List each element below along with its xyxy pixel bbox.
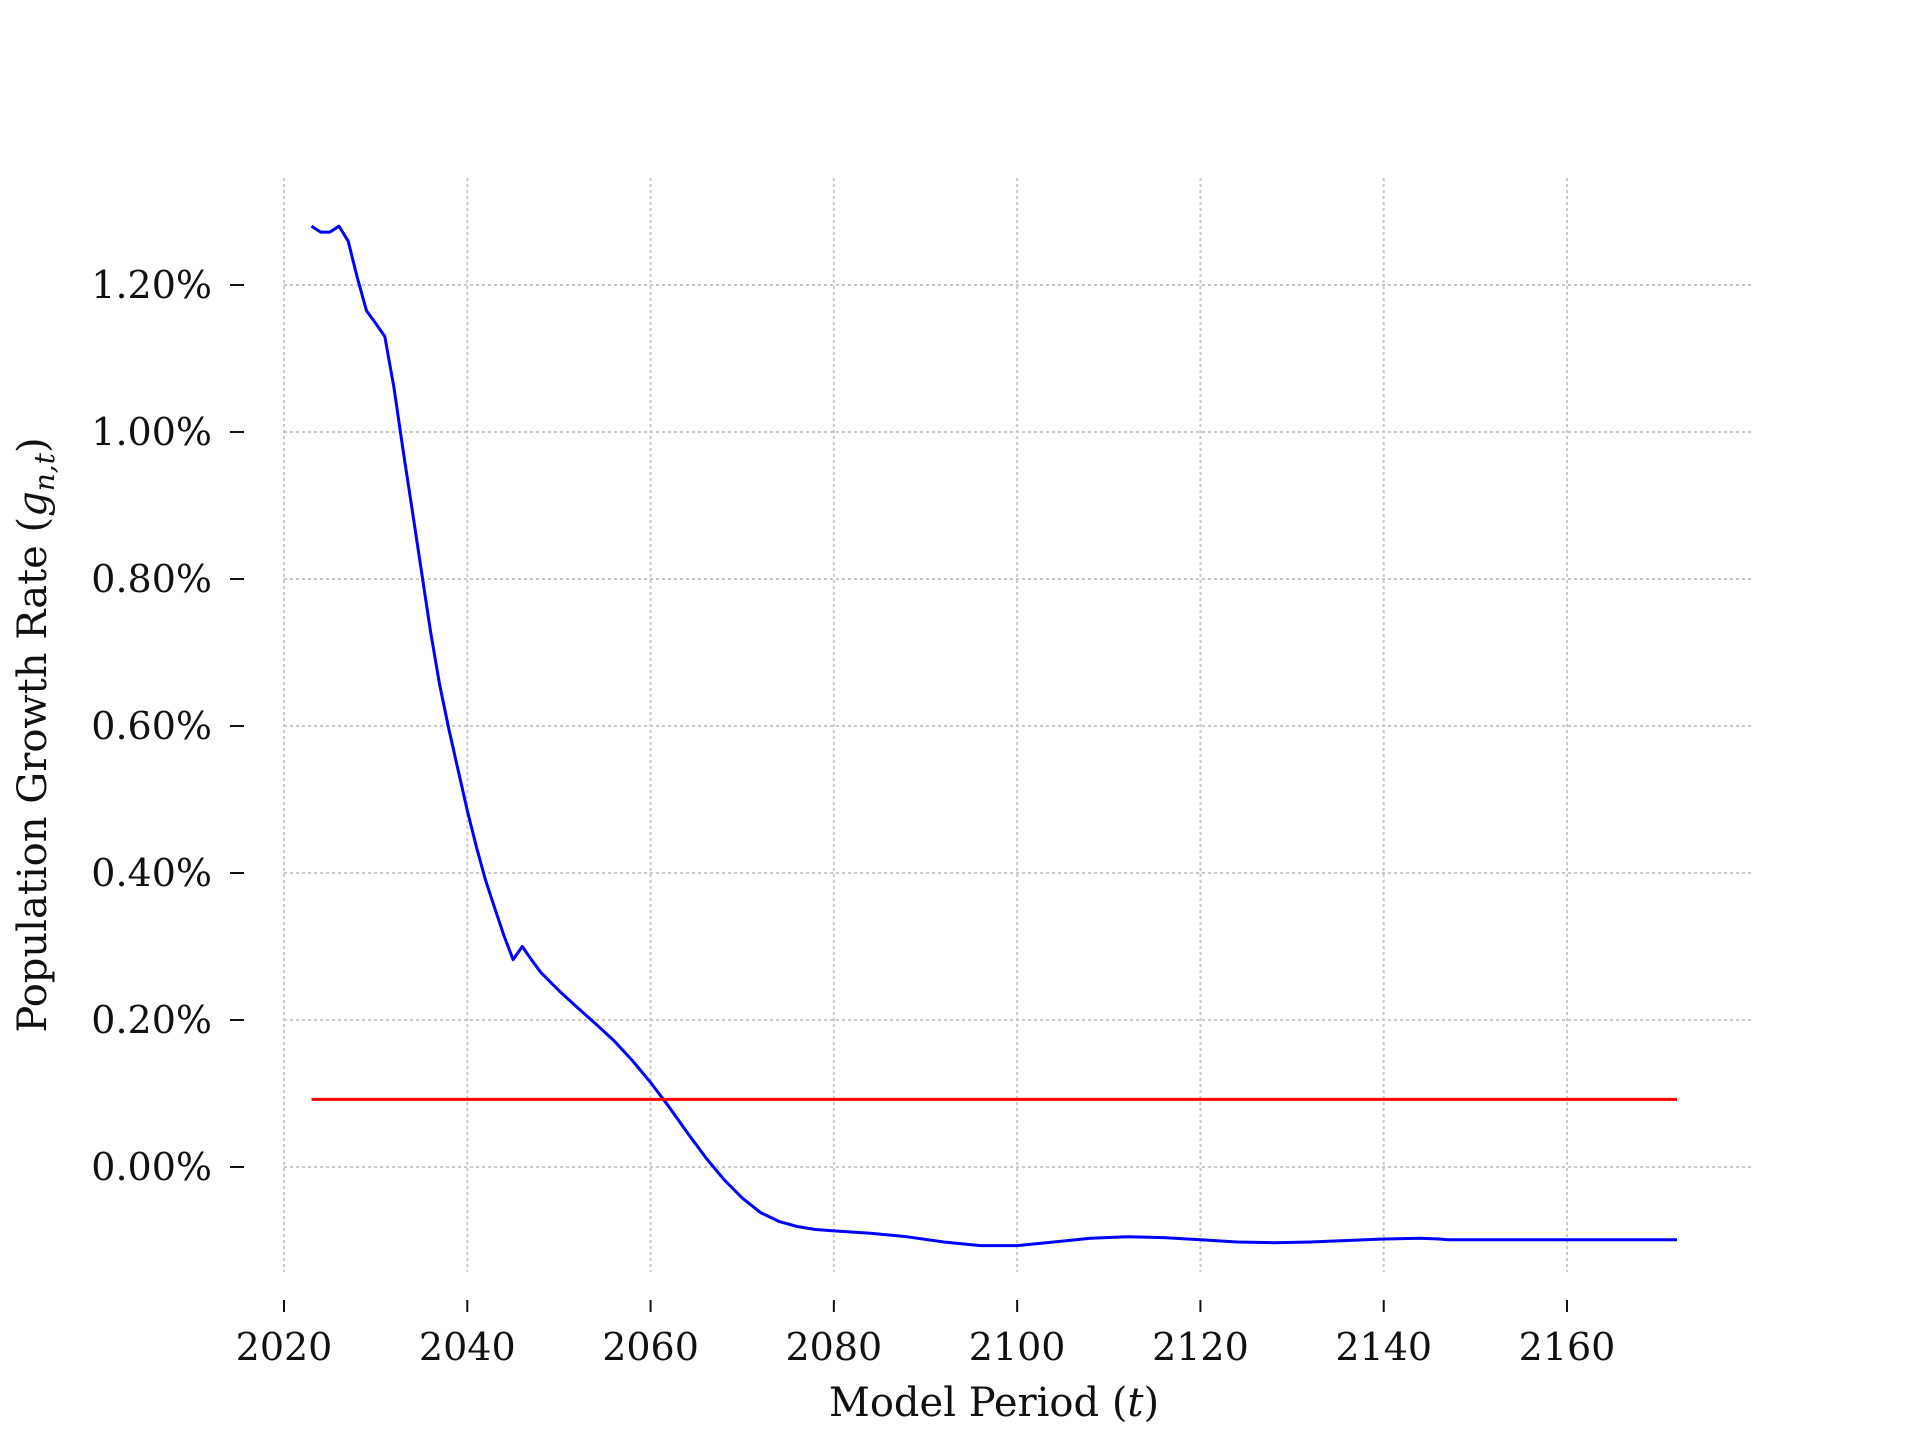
x-axis-label-paren-open: ( <box>1112 1380 1128 1426</box>
y-axis-label-paren-close: ) <box>10 437 56 453</box>
y-tick-label: 0.80% <box>91 557 212 601</box>
x-tick-label: 2020 <box>236 1325 333 1369</box>
x-axis-label-paren-close: ) <box>1144 1380 1160 1426</box>
x-tick-label: 2140 <box>1335 1325 1432 1369</box>
y-axis-label: Population Growth Rate (gn,t) <box>10 437 61 1032</box>
y-axis-label-text: Population Growth Rate <box>10 545 56 1032</box>
y-tick-label: 1.00% <box>91 410 212 454</box>
series-layer <box>310 224 1677 1248</box>
x-axis-label-text: Model Period <box>829 1380 1099 1426</box>
y-tick-label: 0.20% <box>91 998 212 1042</box>
x-axis-label-symbol: t <box>1127 1380 1144 1426</box>
y-axis-label-paren-open: ( <box>10 517 56 533</box>
axis-layer: 2020 2040 2060 2080 2100 2120 2140 2160 0.00% 0.2… <box>91 263 1615 1369</box>
series-line-blue <box>310 224 1677 1248</box>
y-tick-label: 1.20% <box>91 263 212 307</box>
x-tick-label: 2040 <box>419 1325 516 1369</box>
x-tick-label: 2080 <box>785 1325 882 1369</box>
x-axis-label: Model Period (t) <box>829 1380 1159 1426</box>
y-axis-label-symbol: g <box>10 491 56 517</box>
y-tick-label: 0.00% <box>91 1145 212 1189</box>
x-tick-label: 2060 <box>602 1325 699 1369</box>
x-tick-label: 2160 <box>1519 1325 1616 1369</box>
y-tick-label: 0.60% <box>91 704 212 748</box>
y-tick-label: 0.40% <box>91 851 212 895</box>
y-axis-label-subscript: n,t <box>28 452 61 491</box>
grid-layer <box>283 178 1752 1272</box>
x-tick-label: 2120 <box>1152 1325 1249 1369</box>
x-tick-label: 2100 <box>969 1325 1066 1369</box>
